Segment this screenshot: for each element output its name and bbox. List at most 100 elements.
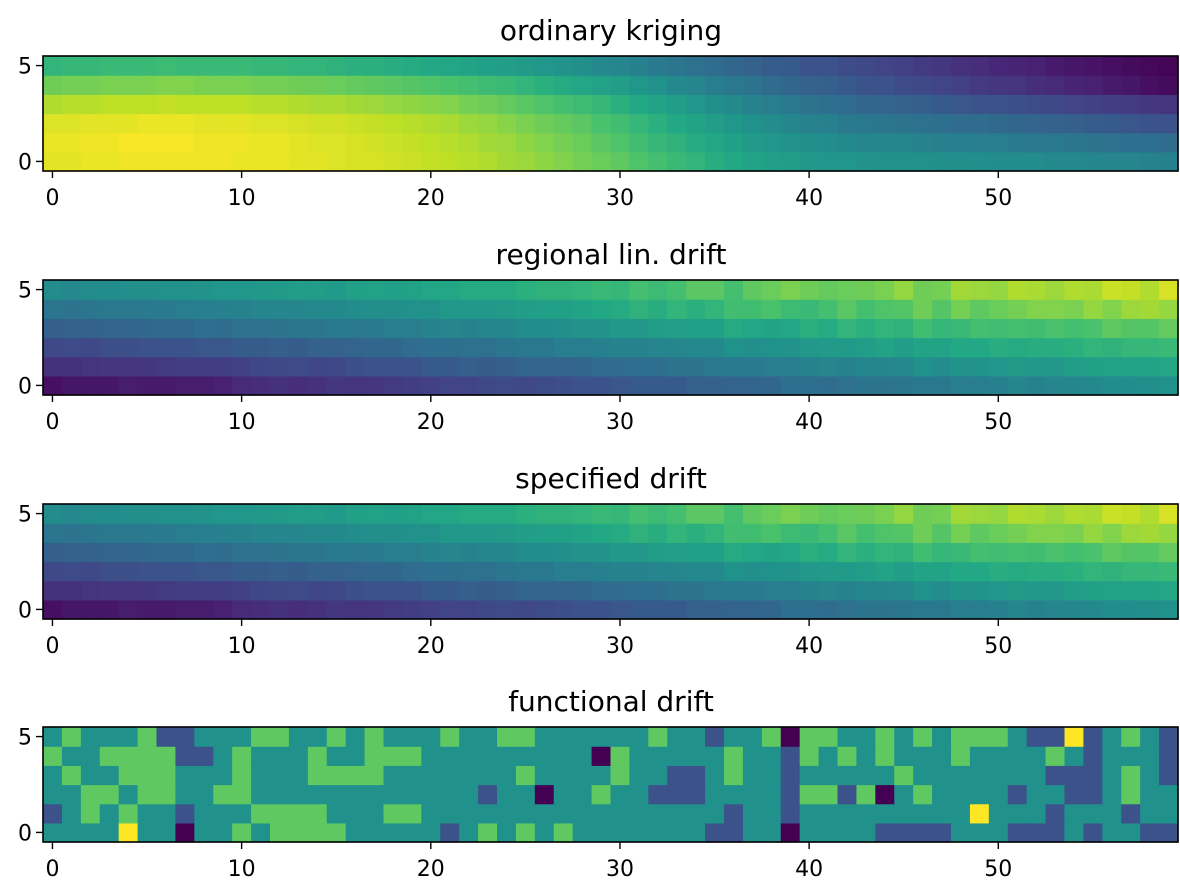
heatmap-cell — [534, 542, 555, 563]
heatmap-cell — [288, 318, 309, 339]
heatmap-cell — [440, 580, 460, 601]
heatmap-cell — [1121, 765, 1141, 786]
heatmap-cell — [724, 56, 744, 76]
heatmap-cell — [648, 75, 668, 95]
heatmap-cell — [175, 822, 195, 843]
heatmap-cell — [288, 803, 309, 824]
heatmap-cell — [43, 375, 63, 396]
heatmap-cell — [742, 151, 763, 172]
heatmap-cell — [402, 803, 422, 824]
heatmap-cell — [1007, 523, 1028, 543]
heatmap-cell — [288, 56, 309, 76]
heatmap-cell — [383, 132, 404, 153]
heatmap-cell — [1007, 356, 1028, 377]
heatmap-cell — [742, 746, 763, 766]
heatmap-cell — [118, 542, 139, 563]
heatmap-cell — [799, 822, 820, 843]
heatmap-cell — [856, 318, 876, 339]
heatmap-cell — [667, 727, 687, 747]
heatmap-cell — [288, 113, 309, 134]
heatmap-cell — [459, 375, 479, 396]
heatmap-cell — [988, 746, 1009, 766]
heatmap-cell — [43, 318, 63, 339]
heatmap-cell — [818, 765, 839, 786]
heatmap-cell — [591, 765, 612, 786]
heatmap-cell — [402, 765, 422, 786]
heatmap-cell — [194, 94, 214, 115]
heatmap-cell — [705, 56, 725, 76]
heatmap-cell — [988, 542, 1009, 563]
heatmap-cell — [459, 94, 479, 115]
heatmap-cell — [1007, 375, 1028, 396]
heatmap-cell — [326, 727, 347, 747]
heatmap-cell — [251, 132, 271, 153]
heatmap-cell — [837, 337, 858, 358]
heatmap-cell — [402, 113, 422, 134]
heatmap-cell — [818, 746, 839, 766]
heatmap-cell — [156, 504, 177, 524]
heatmap-cell — [232, 299, 252, 319]
heatmap-cell — [686, 803, 706, 824]
heatmap-cell — [686, 375, 706, 396]
heatmap-cell — [194, 56, 214, 76]
heatmap-cell — [175, 803, 195, 824]
heatmap-cell — [686, 599, 706, 620]
heatmap-cell — [553, 94, 574, 115]
heatmap-cell — [932, 542, 952, 563]
heatmap-cell — [951, 523, 971, 543]
heatmap-cell — [742, 375, 763, 396]
heatmap-cell — [1159, 523, 1179, 543]
heatmap-cell — [780, 375, 801, 396]
heatmap-cell — [402, 318, 422, 339]
heatmap-cell — [553, 280, 574, 300]
heatmap-cell — [837, 822, 858, 843]
heatmap-cell — [648, 765, 668, 786]
heatmap-cell — [459, 784, 479, 805]
heatmap-cell — [270, 375, 290, 396]
heatmap-cell — [156, 746, 177, 766]
heatmap-cell — [1064, 151, 1085, 172]
heatmap-cell — [667, 599, 687, 620]
heatmap-cell — [705, 561, 725, 582]
heatmap-cell — [591, 299, 612, 319]
heatmap-cell — [799, 94, 820, 115]
heatmap-cell — [497, 75, 517, 95]
heatmap-cell — [667, 113, 687, 134]
heatmap-cell — [951, 561, 971, 582]
heatmap-cell — [951, 727, 971, 747]
heatmap-cell — [1007, 765, 1028, 786]
heatmap-cell — [1045, 113, 1066, 134]
heatmap-cell — [629, 746, 649, 766]
heatmap-cell — [724, 299, 744, 319]
heatmap-cell — [951, 318, 971, 339]
heatmap-cell — [780, 151, 801, 172]
heatmap-cell — [402, 356, 422, 377]
heatmap-cell — [80, 299, 101, 319]
heatmap-cell — [610, 356, 631, 377]
heatmap-cell — [251, 151, 271, 172]
heatmap-cell — [175, 132, 195, 153]
heatmap-cell — [969, 113, 990, 134]
heatmap-cell — [497, 280, 517, 300]
heatmap-cell — [99, 151, 120, 172]
heatmap-cell — [383, 784, 404, 805]
heatmap-cell — [213, 94, 233, 115]
heatmap-cell — [1102, 599, 1122, 620]
heatmap-cell — [742, 599, 763, 620]
heatmap-cell — [402, 523, 422, 543]
heatmap-cell — [175, 56, 195, 76]
heatmap-cell — [648, 132, 668, 153]
heatmap-cell — [534, 784, 555, 805]
x-tick-label: 10 — [228, 634, 256, 659]
heatmap-cell — [307, 75, 328, 95]
heatmap-cell — [629, 94, 649, 115]
heatmap-cell — [478, 318, 498, 339]
heatmap-cell — [1102, 784, 1122, 805]
heatmap-cell — [194, 822, 214, 843]
heatmap-cell — [1045, 132, 1066, 153]
heatmap-cell — [440, 542, 460, 563]
heatmap-cell — [591, 132, 612, 153]
heatmap-cell — [724, 784, 744, 805]
heatmap-cell — [951, 765, 971, 786]
heatmap-cell — [99, 784, 120, 805]
